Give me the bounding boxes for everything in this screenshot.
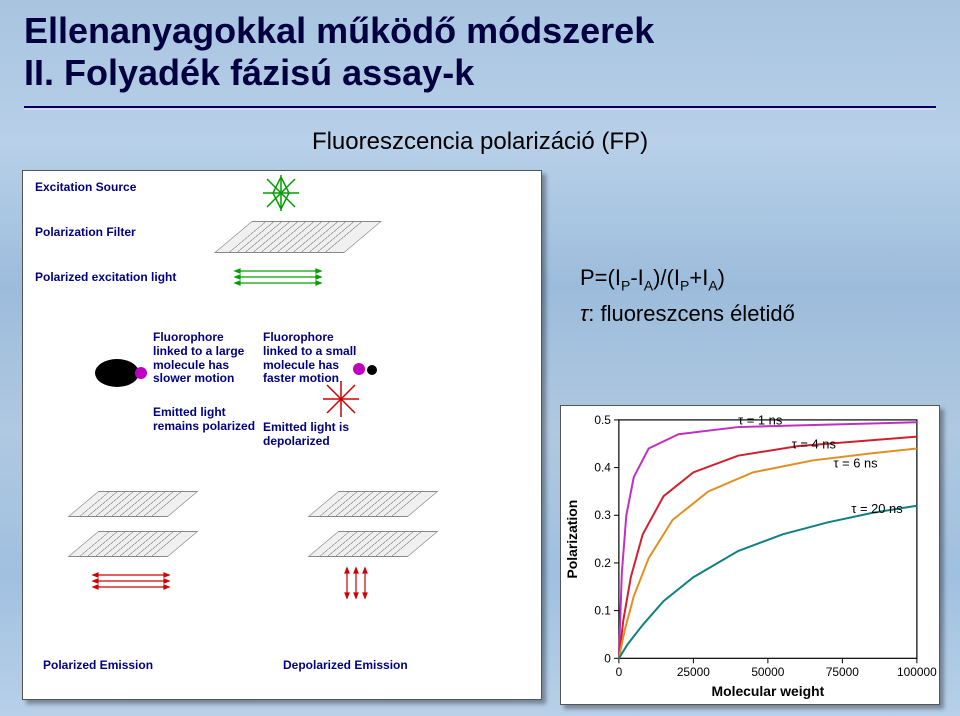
- tau-text: : fluoreszcens életidő: [588, 301, 795, 326]
- svg-text:75000: 75000: [826, 665, 859, 679]
- filter-bottom-right-1: [308, 491, 439, 517]
- svg-text:τ = 4 ns: τ = 4 ns: [792, 437, 836, 452]
- label-polarized-excitation: Polarized excitation light: [35, 271, 176, 285]
- equation-formula: P=(IP-IA)/(IP+IA): [580, 265, 795, 293]
- svg-text:0.4: 0.4: [594, 461, 611, 475]
- svg-text:0.5: 0.5: [594, 413, 611, 427]
- polarized-excitation-arrows: [233, 267, 323, 287]
- t: Fluorophore: [153, 330, 224, 344]
- t: depolarized: [263, 434, 330, 448]
- tau-symbol: τ: [580, 301, 588, 326]
- t: Fluorophore: [263, 330, 334, 344]
- svg-text:Molecular weight: Molecular weight: [712, 683, 825, 699]
- t: remains polarized: [153, 419, 255, 433]
- large-molecule: [95, 359, 139, 387]
- t: molecule has: [153, 358, 229, 372]
- filter-bottom-right-2: [308, 531, 439, 557]
- tau-definition: τ: fluoreszcens életidő: [580, 301, 795, 327]
- svg-text:0: 0: [616, 665, 623, 679]
- svg-text:τ = 20 ns: τ = 20 ns: [851, 501, 902, 516]
- svg-text:100000: 100000: [897, 665, 937, 679]
- t: Emitted light is: [263, 420, 349, 434]
- svg-text:25000: 25000: [677, 665, 710, 679]
- subtitle: Fluoreszcencia polarizáció (FP): [0, 128, 960, 156]
- polarization-graph: 0 0.1 0.2 0.3 0.4 0.5 0 25000 50000 75000 100000 Mo…: [560, 405, 940, 705]
- label-fluoro-small: Fluorophore linked to a small molecule h…: [263, 331, 356, 386]
- label-emitted-depol: Emitted light is depolarized: [263, 421, 349, 449]
- label-excitation-source: Excitation Source: [35, 181, 136, 195]
- label-emitted-pol: Emitted light remains polarized: [153, 406, 255, 434]
- fluorophore-large: [135, 367, 147, 379]
- label-polarized-emission: Polarized Emission: [43, 659, 153, 673]
- svg-text:Polarization: Polarization: [564, 500, 580, 579]
- depolarized-emission-arrows: [341, 566, 371, 600]
- t: slower motion: [153, 371, 234, 385]
- label-depolarized-emission: Depolarized Emission: [283, 659, 408, 673]
- svg-text:τ = 1 ns: τ = 1 ns: [738, 413, 782, 428]
- polarization-filter-top: [214, 221, 382, 253]
- title-underline: [24, 106, 936, 110]
- title-line-2: II. Folyadék fázisú assay-k: [24, 52, 936, 94]
- fp-diagram-panel: Excitation Source Polarization Filter Po…: [22, 170, 542, 700]
- emission-burst-icon: [323, 381, 359, 417]
- svg-text:0.1: 0.1: [594, 604, 611, 618]
- excitation-source-icon: [263, 175, 299, 211]
- svg-text:0: 0: [604, 651, 611, 665]
- slide-title: Ellenanyagokkal működő módszerek II. Fol…: [0, 0, 960, 102]
- svg-text:0.2: 0.2: [594, 556, 611, 570]
- label-polarization-filter: Polarization Filter: [35, 226, 136, 240]
- filter-bottom-left-2: [68, 531, 199, 557]
- label-fluoro-large: Fluorophore linked to a large molecule h…: [153, 331, 244, 386]
- title-line-1: Ellenanyagokkal működő módszerek: [24, 10, 936, 52]
- svg-text:50000: 50000: [751, 665, 784, 679]
- filter-bottom-left-1: [68, 491, 199, 517]
- svg-text:τ = 6 ns: τ = 6 ns: [833, 456, 877, 471]
- t: linked to a small: [263, 344, 356, 358]
- svg-text:0.3: 0.3: [594, 508, 611, 522]
- t: molecule has: [263, 358, 339, 372]
- t: Emitted light: [153, 405, 226, 419]
- equation-block: P=(IP-IA)/(IP+IA) τ: fluoreszcens életid…: [580, 265, 795, 327]
- small-molecule: [367, 365, 377, 375]
- t: faster motion: [263, 371, 339, 385]
- t: linked to a large: [153, 344, 244, 358]
- polarized-emission-arrows: [91, 571, 171, 591]
